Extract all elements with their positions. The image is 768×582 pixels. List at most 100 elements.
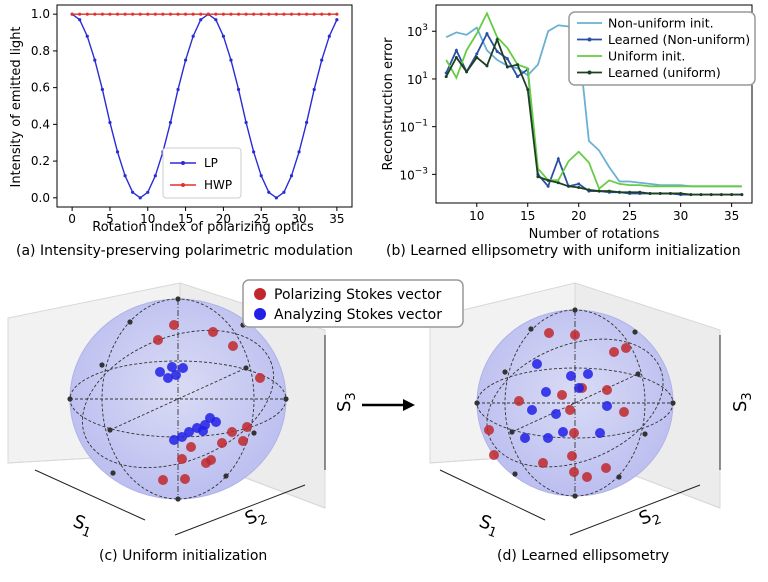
caption-a: (a) Intensity-preserving polarimetric mo… [16,243,354,259]
legend-label: Uniform init. [608,49,685,64]
data-point [312,87,316,92]
polarizing-point [565,405,575,415]
polarizing-point [544,328,554,338]
data-point [244,12,248,16]
data-point [607,189,611,193]
axis-lines [439,335,721,536]
data-point [556,157,560,161]
polarizing-point [602,385,612,395]
data-point [214,12,218,16]
x-tick-label: 35 [329,212,344,226]
data-point [115,150,120,154]
data-point [236,12,241,16]
grid-node [474,400,480,406]
data-point [454,55,458,59]
x-tick-label: 25 [254,212,269,226]
y-tick-label: 10−3 [399,166,428,182]
polarizing-point [255,373,265,383]
polarizing-point [186,442,196,452]
series-group [444,11,744,197]
data-point [320,58,324,62]
x-tick-label: 20 [571,209,586,223]
x-tick-label: 5 [106,212,114,226]
polarizing-point [489,450,499,460]
data-point [516,75,520,79]
x-tick-label: 10 [469,209,484,223]
data-point [327,34,331,38]
data-point [719,193,723,197]
data-point [108,12,112,16]
polarizing-point [514,396,524,406]
data-point [146,12,150,16]
x-ticks: 0 5 10 15 20 25 30 35 [68,207,345,226]
polarizing-point [582,472,592,482]
data-point [485,32,489,36]
data-point [689,193,693,197]
data-point [297,150,301,154]
data-point [628,190,632,194]
data-point [168,120,173,125]
x-tick-label: 35 [724,209,739,223]
legend-label: LP [204,156,218,170]
polarizing-point [153,335,163,345]
legend-marker [181,183,185,187]
y-ticks: 0.0 0.2 0.4 0.6 0.8 1.0 [31,7,57,205]
data-point [546,184,550,188]
analyzing-point [178,363,188,373]
y-tick-label: 0.2 [31,154,50,168]
analyzing-point [558,427,568,437]
legend-box [568,11,756,86]
x-tick-label: 0 [68,212,76,226]
analyzing-point [527,405,537,415]
analyzing-point [574,383,584,393]
grid-node [572,493,578,499]
legend-label: Non-uniform init. [608,16,714,31]
analyzing-point [595,428,605,438]
axis-s3-label: S3 [730,392,755,412]
data-point [505,65,509,69]
analyzing-point [184,427,194,437]
x-tick-label: 30 [291,212,306,226]
y-ticks: 10−3 10−1 101 103 [399,23,436,182]
data-point [282,190,286,194]
polarizing-point [180,474,190,484]
data-point [168,12,173,16]
polarizing-point [228,341,238,351]
data-point [78,12,82,16]
polarizing-marker [254,288,266,300]
data-point [597,189,601,193]
legend-box [242,279,464,328]
data-point [259,174,263,178]
polarizing-point [601,463,611,473]
data-point [444,75,448,79]
data-point [305,12,309,16]
x-ticks: 10 15 20 25 30 35 [469,203,739,223]
data-point [658,191,662,195]
analyzing-marker [254,308,266,320]
data-point [526,88,530,92]
plot-frame [435,4,753,204]
polarizing-point [569,428,579,438]
x-tick-label: 20 [216,212,231,226]
data-point [138,196,142,200]
polarizing-point [567,451,577,461]
y-tick-label: 1.0 [31,7,50,21]
grid-node [509,429,515,435]
data-point [153,12,157,16]
data-point [244,120,248,125]
data-point [252,150,256,154]
polarizing-point [621,343,631,353]
legend-label: Learned (uniform) [608,65,721,80]
grid-node [251,430,257,436]
data-point [70,12,74,16]
data-point [274,196,278,200]
y-tick-label: 0.6 [31,81,50,95]
y-axis-label: Intensity of emitted light [9,26,24,187]
grid-node [528,326,534,332]
data-point [229,12,233,16]
data-point [305,120,309,125]
data-point [191,34,195,38]
y-tick-label: 103 [407,23,428,39]
data-point [536,175,540,179]
caption-b: (b) Learned ellipsometry with uniform in… [386,243,741,259]
